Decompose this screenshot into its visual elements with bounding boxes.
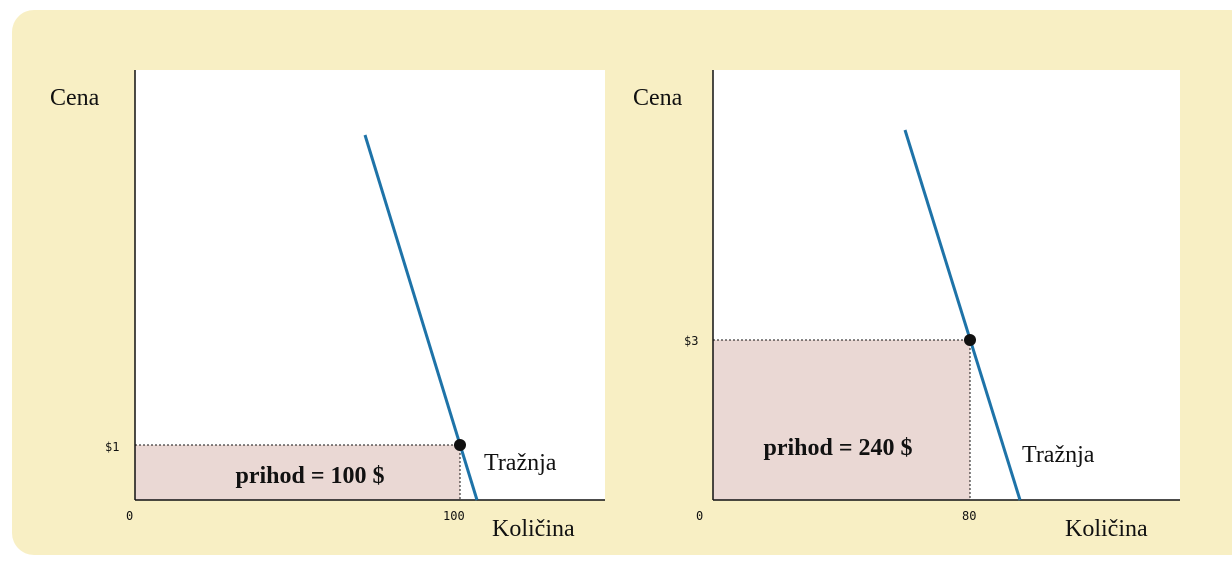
x-label: Količina: [492, 516, 575, 542]
panel-left: Cena Količina 0 $1 100 prihod = 100 $ Tr…: [50, 70, 605, 542]
point: [454, 439, 466, 451]
point: [964, 334, 976, 346]
revenue-area: [713, 340, 970, 500]
demand-curve: [363, 134, 479, 501]
y-label: Cena: [50, 85, 100, 111]
revenue-label: prihod = 240 $: [763, 435, 912, 461]
x-label: Količina: [1065, 516, 1148, 542]
quantity-label: 100: [443, 509, 465, 523]
panel-right: Cena Količina 0 $3 80 prihod = 240 $ Tra…: [633, 70, 1180, 542]
y-label: Cena: [633, 85, 683, 111]
quantity-label: 80: [962, 509, 976, 523]
plot-area: [135, 70, 605, 500]
curve-label: Tražnja: [484, 450, 557, 476]
curve-label: Tražnja: [1022, 442, 1095, 468]
price-label: $3: [684, 334, 698, 348]
origin-label: 0: [696, 509, 703, 523]
price-label: $1: [105, 440, 119, 454]
origin-label: 0: [126, 509, 133, 523]
revenue-label: prihod = 100 $: [235, 463, 384, 489]
demand-curve: [903, 129, 1022, 501]
revenue-area: [135, 445, 460, 500]
